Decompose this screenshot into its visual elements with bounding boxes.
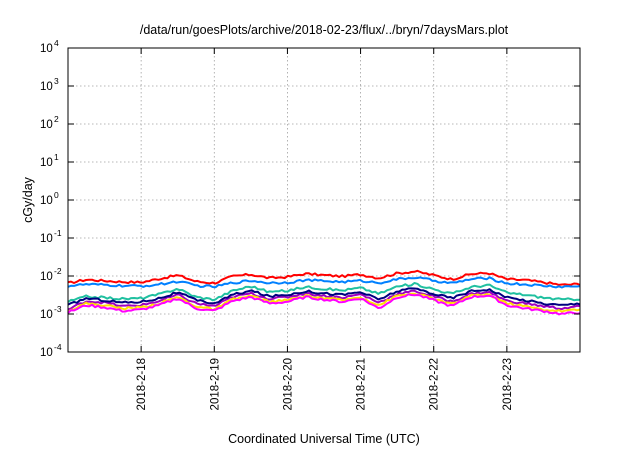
x-axis: 2018-2-18 2018-2-19 2018-2-20 2018-2-21 2018… bbox=[136, 358, 514, 410]
chart-title: /data/run/goesPlots/archive/2018-02-23/f… bbox=[140, 23, 509, 37]
y-tick-exponent: -1 bbox=[54, 228, 62, 238]
axis-ticks bbox=[68, 47, 580, 353]
y-tick-label: 10 -1 bbox=[40, 228, 62, 245]
y-tick-base: 10 bbox=[40, 233, 53, 245]
y-tick-label: 10 -2 bbox=[40, 266, 62, 283]
y-tick-exponent: 0 bbox=[54, 190, 59, 200]
y-tick-label: 10 -3 bbox=[40, 304, 62, 321]
series-line bbox=[67, 269, 581, 286]
y-tick-base: 10 bbox=[40, 271, 53, 283]
y-tick-label: 10 4 bbox=[40, 38, 59, 55]
y-tick-exponent: -2 bbox=[54, 266, 62, 276]
y-tick-exponent: -3 bbox=[54, 304, 62, 314]
series-line bbox=[67, 287, 581, 306]
y-tick-base: 10 bbox=[40, 195, 53, 207]
y-tick-label: 10 2 bbox=[40, 114, 59, 131]
y-tick-label: 10 1 bbox=[40, 152, 59, 169]
y-tick-exponent: 2 bbox=[54, 114, 59, 124]
series-line bbox=[67, 289, 581, 311]
series-line bbox=[67, 293, 581, 316]
x-tick-label: 2018-2-18 bbox=[136, 358, 148, 410]
y-tick-label: 10 3 bbox=[40, 76, 59, 93]
y-tick-exponent: -4 bbox=[54, 342, 62, 352]
y-tick-exponent: 4 bbox=[54, 38, 59, 48]
series-line bbox=[67, 282, 581, 303]
y-tick-label: 10 -4 bbox=[40, 342, 62, 359]
y-tick-base: 10 bbox=[40, 119, 53, 131]
x-tick-label: 2018-2-23 bbox=[502, 358, 514, 410]
y-tick-base: 10 bbox=[40, 43, 53, 55]
x-tick-label: 2018-2-21 bbox=[356, 358, 368, 410]
y-tick-base: 10 bbox=[40, 309, 53, 321]
y-tick-exponent: 3 bbox=[54, 76, 59, 86]
x-tick-label: 2018-2-20 bbox=[282, 358, 294, 410]
y-tick-label: 10 0 bbox=[40, 190, 59, 207]
y-tick-exponent: 1 bbox=[54, 152, 59, 162]
x-tick-label: 2018-2-19 bbox=[209, 358, 221, 410]
series-line bbox=[67, 276, 581, 289]
y-tick-base: 10 bbox=[40, 347, 53, 359]
y-tick-base: 10 bbox=[40, 81, 53, 93]
x-tick-label: 2018-2-22 bbox=[429, 358, 441, 410]
x-axis-label: Coordinated Universal Time (UTC) bbox=[228, 432, 420, 446]
series-group bbox=[67, 269, 581, 316]
y-axis-label: cGy/day bbox=[21, 176, 35, 223]
y-tick-base: 10 bbox=[40, 157, 53, 169]
